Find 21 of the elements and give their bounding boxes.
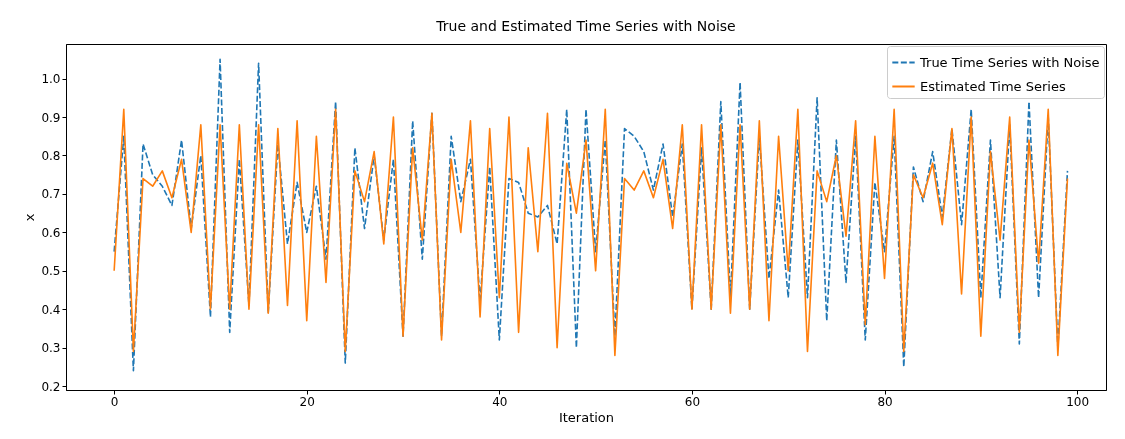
y-tick-label: 0.8 bbox=[41, 148, 61, 163]
x-tick-label: 20 bbox=[299, 394, 315, 409]
y-axis-title: x bbox=[22, 213, 38, 222]
y-tick-label: 0.2 bbox=[41, 379, 61, 394]
x-tick-label: 80 bbox=[877, 394, 893, 409]
x-axis-title: Iteration bbox=[558, 409, 615, 425]
x-tick-label: 40 bbox=[492, 394, 508, 409]
chart-title: True and Estimated Time Series with Noise bbox=[435, 18, 736, 34]
y-tick-label: 0.3 bbox=[41, 341, 61, 356]
line-series bbox=[113, 108, 1069, 357]
y-tick-label: 1.0 bbox=[41, 72, 61, 87]
x-tick-label: 100 bbox=[1066, 394, 1090, 409]
legend-label: Estimated Time Series bbox=[920, 78, 1066, 94]
x-tick-label: 60 bbox=[684, 394, 701, 409]
y-tick-label: 0.7 bbox=[41, 187, 61, 202]
x-tick-label: 0 bbox=[110, 394, 119, 409]
y-tick-label: 0.4 bbox=[41, 302, 61, 317]
y-tick-label: 0.9 bbox=[41, 110, 61, 125]
legend-label: True Time Series with Noise bbox=[919, 54, 1100, 70]
y-tick-label: 0.5 bbox=[41, 264, 61, 279]
y-tick-label: 0.6 bbox=[41, 225, 61, 240]
